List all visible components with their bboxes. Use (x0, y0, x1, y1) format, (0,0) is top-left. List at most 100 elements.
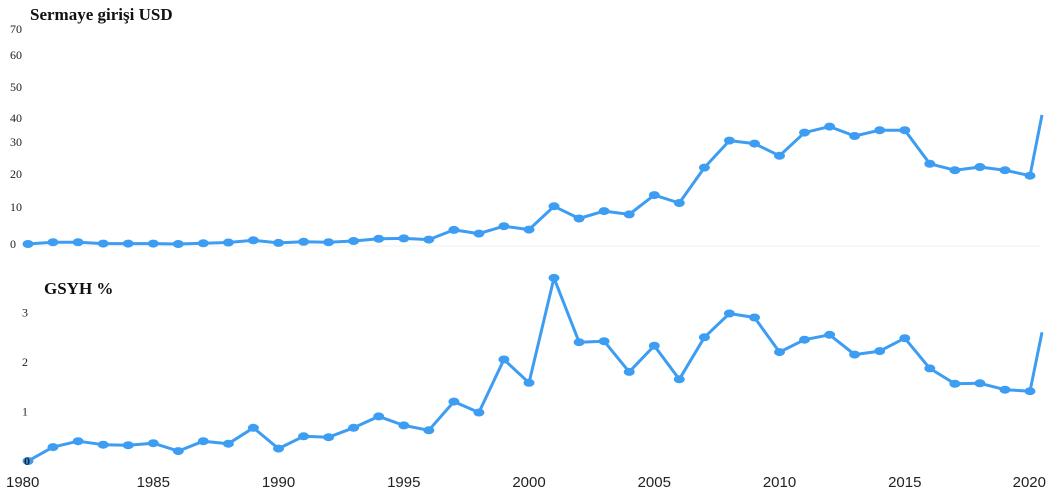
top-series-point (172, 240, 184, 248)
x-tick-label: 1985 (137, 474, 170, 491)
top-series-point (799, 128, 810, 137)
bottom-series-point (97, 440, 109, 449)
bottom-series-point (874, 347, 886, 356)
bottom-series-point (348, 423, 360, 432)
top-series-point (648, 191, 660, 200)
top-y-tick-label: 40 (10, 111, 22, 125)
top-y-tick-label: 10 (10, 200, 22, 214)
top-series-point (147, 239, 159, 248)
top-series-point (673, 199, 685, 207)
bottom-series-point (623, 367, 635, 376)
top-series-point (598, 207, 610, 216)
bottom-series-point (648, 341, 660, 350)
top-series-point (623, 210, 635, 219)
top-panel-title: Sermaye girişi USD (30, 5, 173, 24)
top-series-point (573, 214, 585, 223)
top-series-point (548, 202, 560, 211)
bottom-series-point (122, 441, 134, 450)
top-y-tick-label: 70 (10, 22, 22, 36)
bottom-series-point (999, 385, 1011, 394)
top-series-point (849, 132, 861, 140)
x-tick-label: 1980 (6, 474, 39, 491)
top-series-point (22, 240, 34, 248)
top-series-point (47, 238, 59, 247)
bottom-series-point (673, 375, 685, 384)
top-series-point (273, 238, 284, 247)
bottom-y-tick-label: 2 (22, 355, 28, 369)
bottom-series-point (298, 432, 310, 441)
top-series-point (97, 239, 109, 248)
bottom-series-point (47, 443, 59, 452)
top-series-point (749, 139, 760, 148)
top-series-point (774, 151, 785, 160)
bottom-series-point (172, 447, 184, 456)
top-y-axis-ticks: 0 10 20 30 40 50 60 70 (10, 22, 22, 251)
top-y-tick-label: 20 (10, 167, 22, 181)
bottom-series-point (523, 378, 535, 387)
top-y-tick-label: 50 (10, 80, 22, 94)
bottom-y-axis-ticks: 1 2 3 (22, 306, 28, 419)
bottom-series-point (573, 338, 585, 347)
top-y-tick-label: 60 (10, 48, 22, 62)
top-series-point (1024, 171, 1036, 180)
x-tick-label: 2015 (888, 474, 921, 491)
bottom-y-tick-label: 1 (22, 405, 28, 419)
bottom-series-point (598, 337, 610, 346)
top-series-point (323, 238, 335, 247)
bottom-series-point (1024, 387, 1036, 396)
x-tick-label: 1990 (262, 474, 295, 491)
bottom-y-tick-label: 3 (22, 306, 28, 320)
bottom-series-point (548, 273, 560, 282)
bottom-series-point (273, 444, 284, 453)
top-series-point (222, 238, 234, 247)
bottom-series-point (323, 433, 335, 442)
bottom-panel: GSYH % 1 2 3 0 (22, 273, 1044, 468)
top-y-tick-label: 0 (10, 237, 16, 251)
bottom-series-point (398, 421, 410, 430)
top-series-point (473, 229, 485, 238)
top-series-point (373, 234, 385, 243)
top-series-point (247, 236, 259, 245)
bottom-series (22, 273, 1044, 465)
x-tick-label: 1995 (387, 474, 420, 491)
top-panel: Sermaye girişi USD 0 10 20 30 40 50 60 70 (10, 5, 1044, 251)
x-tick-label: 2010 (763, 474, 796, 491)
bottom-series-point (899, 334, 911, 343)
top-series-point (523, 225, 535, 234)
top-series-point (824, 122, 836, 131)
bottom-start-point-label: 0 (24, 454, 30, 468)
bottom-series-point (423, 426, 435, 435)
bottom-series-point (749, 313, 760, 322)
bottom-series-point (774, 348, 785, 357)
top-series-point (874, 126, 886, 135)
top-y-tick-label: 30 (10, 135, 22, 149)
top-series-point (498, 222, 510, 231)
top-series-point (999, 166, 1011, 175)
bottom-series-point (373, 412, 385, 421)
top-series-point (122, 239, 134, 248)
top-series-point (949, 166, 961, 175)
bottom-series-point (974, 379, 986, 388)
bottom-series-line (27, 276, 1044, 463)
x-tick-label: 2000 (512, 474, 545, 491)
top-series-point (924, 159, 936, 168)
top-series-point (723, 136, 735, 145)
top-series-point (899, 126, 911, 135)
top-series-point (398, 234, 410, 243)
bottom-series-point (723, 309, 735, 318)
top-series-line (27, 114, 1044, 246)
bottom-series-point (72, 437, 84, 446)
top-series-point (698, 163, 710, 172)
bottom-series-point (698, 333, 710, 342)
top-series-point (448, 225, 460, 234)
bottom-series-point (22, 457, 34, 465)
bottom-series-point (147, 439, 159, 448)
x-tick-label: 2020 (1013, 474, 1046, 491)
top-series-point (974, 163, 986, 171)
top-series-point (197, 239, 209, 248)
top-series-point (348, 237, 360, 245)
bottom-series-point (949, 379, 961, 388)
x-axis-ticks: 1980 1985 1990 1995 2000 2005 2010 2015 2020 (6, 474, 1046, 491)
top-series (22, 114, 1044, 248)
